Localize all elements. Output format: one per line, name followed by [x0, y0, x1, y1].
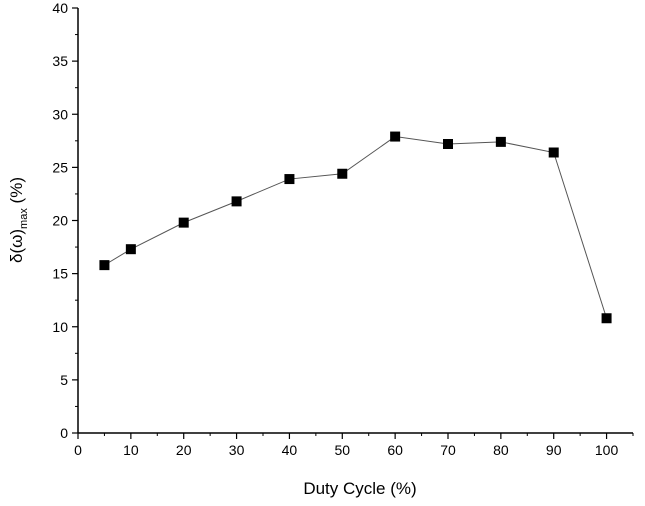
data-point-marker	[443, 139, 453, 149]
data-point-marker	[495, 136, 506, 147]
data-point-marker	[548, 147, 559, 158]
x-tick-label: 30	[229, 442, 245, 458]
y-axis-title-subscript: max	[18, 208, 30, 229]
data-point-marker	[601, 313, 612, 324]
data-point-marker	[284, 174, 295, 185]
x-tick-label: 20	[176, 442, 192, 458]
x-tick-label: 90	[546, 442, 562, 458]
y-tick-label: 10	[52, 319, 68, 335]
data-point-marker	[390, 131, 401, 142]
y-tick-label: 30	[52, 106, 68, 122]
y-tick-label: 40	[52, 0, 68, 16]
y-tick-label: 35	[52, 53, 68, 69]
y-axis-title: δ(ω)max (%)	[7, 177, 30, 263]
y-tick-label: 20	[52, 213, 68, 229]
x-axis-title: Duty Cycle (%)	[303, 479, 416, 498]
x-tick-label: 40	[282, 442, 298, 458]
series-group	[99, 131, 612, 324]
x-tick-label: 0	[74, 442, 82, 458]
y-tick-label: 0	[60, 425, 68, 441]
data-point-marker	[99, 260, 110, 271]
y-axis-title-main: δ(ω)	[7, 229, 26, 263]
x-tick-label: 50	[334, 442, 350, 458]
axes-group	[77, 8, 633, 434]
data-point-marker	[178, 217, 189, 228]
x-tick-label: 70	[440, 442, 456, 458]
x-tick-label: 100	[595, 442, 619, 458]
x-tick-label: 60	[387, 442, 403, 458]
data-point-marker	[125, 244, 136, 255]
y-tick-label: 15	[52, 266, 68, 282]
ticks-group: 0 10 20 30 40 50 60 70 80 90 100 0 5 10 15 20 25 30 35 40	[52, 0, 634, 458]
data-point-marker	[337, 168, 348, 179]
y-axis-title-suffix: (%)	[7, 177, 26, 208]
x-tick-label: 80	[493, 442, 509, 458]
y-tick-label: 25	[52, 159, 68, 175]
y-tick-label: 5	[60, 372, 68, 388]
data-point-marker	[231, 196, 242, 207]
x-tick-label: 10	[123, 442, 139, 458]
